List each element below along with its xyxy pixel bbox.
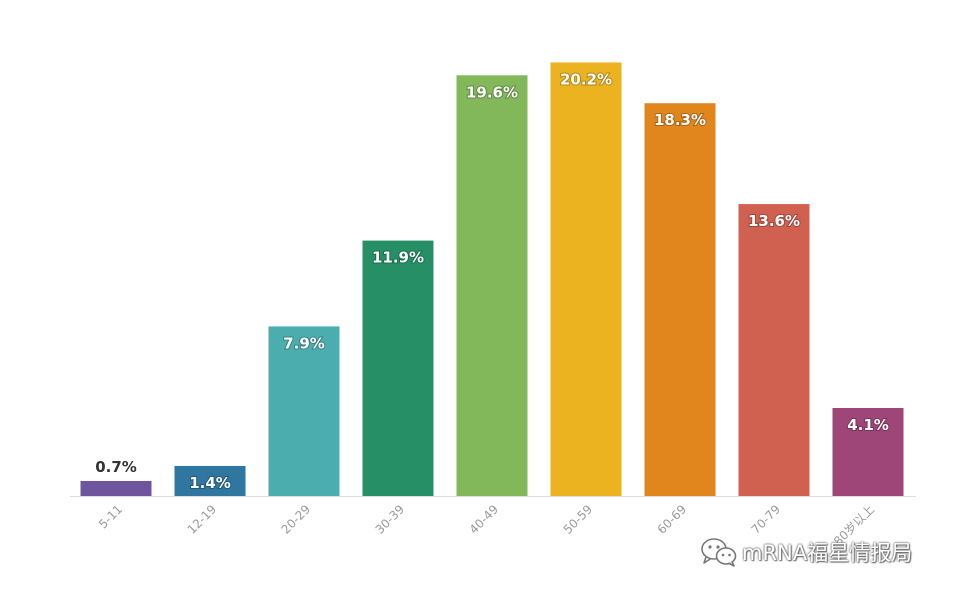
value-label-20-29: 7.9% <box>283 334 325 352</box>
value-labels-group: 0.7% 1.4% 7.9% 11.9% 19.6% 20.2% 18.3% 13.6% 4.1… <box>95 69 890 493</box>
value-label-30-39: 11.9% <box>372 249 424 267</box>
bar-20-29 <box>268 326 340 496</box>
value-label-60-69: 18.3% <box>654 111 706 129</box>
x-tick-label: 20-29 <box>279 502 314 537</box>
watermark: mRNA福星情报局 <box>700 537 912 567</box>
bar-40-49 <box>456 75 528 496</box>
x-tick-label: 12-19 <box>185 502 220 537</box>
x-tick-label: 70-79 <box>749 502 784 537</box>
value-label-80岁以上: 4.1% <box>847 416 889 434</box>
bar-80岁以上 <box>832 408 904 496</box>
value-label-12-19: 1.4% <box>189 474 231 492</box>
x-tick-label: 40-49 <box>467 502 502 537</box>
value-label-70-79: 13.6% <box>748 212 800 230</box>
x-tick-label: 5-11 <box>96 502 125 531</box>
x-tick-label: 50-59 <box>561 502 596 537</box>
bar-60-69 <box>644 103 716 496</box>
bar-50-59 <box>550 62 622 496</box>
wechat-icon <box>701 538 737 567</box>
bar-12-19 <box>174 465 246 496</box>
bars-group <box>80 62 904 496</box>
bar-70-79 <box>738 204 810 496</box>
x-tick-label: 30-39 <box>373 502 408 537</box>
bar-30-39 <box>362 240 434 496</box>
x-tick-label: 60-69 <box>655 502 690 537</box>
bar-5-11 <box>80 480 152 496</box>
watermark-text: mRNA福星情报局 <box>742 541 913 565</box>
value-label-50-59: 20.2% <box>560 70 612 88</box>
value-label-40-49: 19.6% <box>466 83 518 101</box>
value-label-5-11: 0.7% <box>95 458 137 476</box>
